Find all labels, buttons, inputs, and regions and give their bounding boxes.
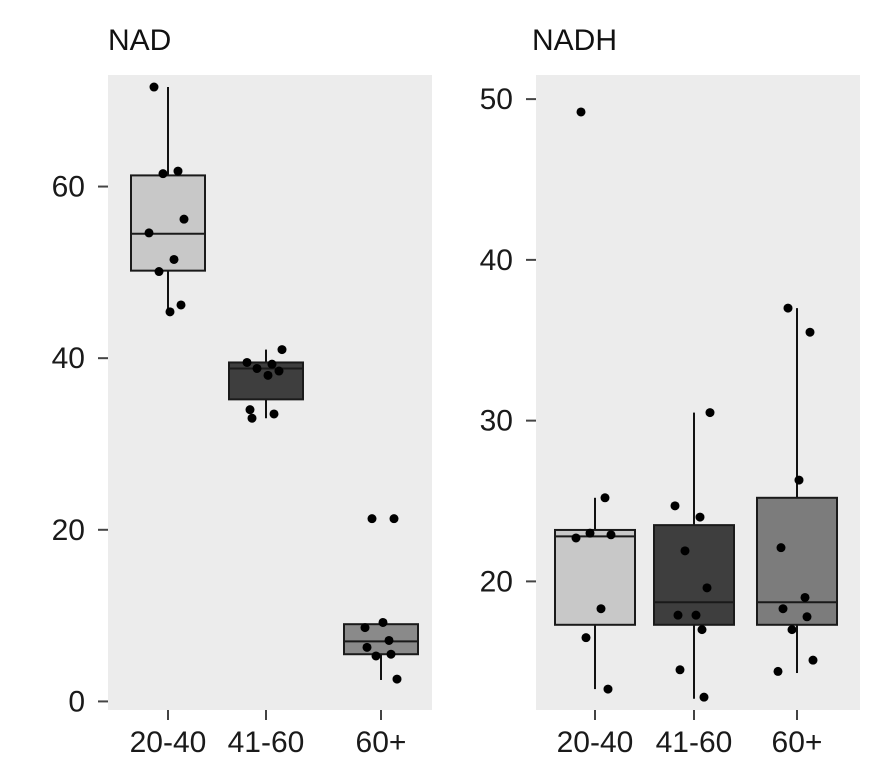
data-point	[169, 254, 179, 264]
y-tick-label: 0	[68, 685, 85, 718]
data-point	[274, 366, 284, 376]
data-point	[783, 303, 793, 313]
box-body	[653, 524, 735, 626]
y-tick-label: 20	[480, 565, 513, 598]
data-point	[269, 409, 279, 419]
data-point	[389, 514, 399, 524]
data-point	[384, 635, 394, 645]
panel-nadh: NADH 20 30 40 50 20-40 41-60 60+	[480, 24, 860, 759]
data-point	[362, 642, 372, 652]
data-point	[805, 327, 815, 337]
data-point	[252, 363, 262, 373]
data-point	[808, 655, 818, 665]
y-tick-label: 30	[480, 405, 513, 438]
y-tick-label: 50	[480, 83, 513, 116]
panel-title: NADH	[532, 24, 617, 57]
x-tick-label: 41-60	[656, 726, 733, 759]
data-point	[154, 267, 164, 277]
data-point	[581, 633, 591, 643]
data-point	[360, 623, 370, 633]
x-tick-label: 60+	[356, 726, 407, 759]
data-point	[267, 359, 277, 369]
data-point	[371, 651, 381, 661]
y-tick-label: 60	[52, 171, 85, 204]
data-point	[695, 512, 705, 522]
box-20-40	[554, 107, 636, 694]
box-60+	[756, 303, 838, 676]
data-point	[158, 169, 168, 179]
data-point	[165, 307, 175, 317]
panel-title: NAD	[108, 24, 171, 57]
box-body	[343, 623, 419, 656]
data-point	[149, 82, 159, 92]
data-point	[367, 514, 377, 524]
data-point	[702, 583, 712, 593]
panel-nad: NAD 0 20 40 60 20-40 41-60 60+	[52, 24, 432, 759]
y-tick-label: 20	[52, 514, 85, 547]
data-point	[263, 370, 273, 380]
box-60+	[343, 514, 419, 684]
data-point	[773, 666, 783, 676]
data-point	[176, 300, 186, 310]
data-point	[603, 684, 613, 694]
data-point	[680, 546, 690, 556]
data-point	[386, 649, 396, 659]
y-tick-label: 40	[52, 342, 85, 375]
data-point	[675, 665, 685, 675]
data-point	[600, 493, 610, 503]
box-41-60	[228, 345, 304, 423]
data-point	[596, 604, 606, 614]
box-body	[554, 528, 636, 626]
data-point	[571, 533, 581, 543]
x-tick-label: 20-40	[557, 726, 634, 759]
data-point	[802, 612, 812, 622]
data-point	[144, 228, 154, 238]
data-point	[378, 617, 388, 627]
data-point	[392, 674, 402, 684]
data-point	[776, 543, 786, 553]
y-tick-label: 40	[480, 244, 513, 277]
data-point	[670, 501, 680, 511]
x-tick-label: 20-40	[130, 726, 207, 759]
data-point	[576, 107, 586, 117]
x-tick-label: 60+	[772, 726, 823, 759]
box-body	[130, 174, 206, 272]
data-point	[697, 625, 707, 635]
box-41-60	[653, 408, 735, 702]
data-point	[778, 604, 788, 614]
data-point	[242, 357, 252, 367]
data-point	[787, 625, 797, 635]
data-point	[173, 166, 183, 176]
data-point	[277, 345, 287, 355]
data-point	[800, 592, 810, 602]
box-body	[756, 496, 838, 626]
data-point	[585, 528, 595, 538]
data-point	[705, 408, 715, 418]
data-point	[247, 413, 257, 423]
data-point	[606, 530, 616, 540]
data-point	[245, 405, 255, 415]
x-tick-label: 41-60	[228, 726, 305, 759]
data-point	[673, 610, 683, 620]
box-20-40	[130, 82, 206, 317]
data-point	[699, 692, 709, 702]
data-point	[691, 610, 701, 620]
data-point	[179, 214, 189, 224]
data-point	[794, 475, 804, 485]
